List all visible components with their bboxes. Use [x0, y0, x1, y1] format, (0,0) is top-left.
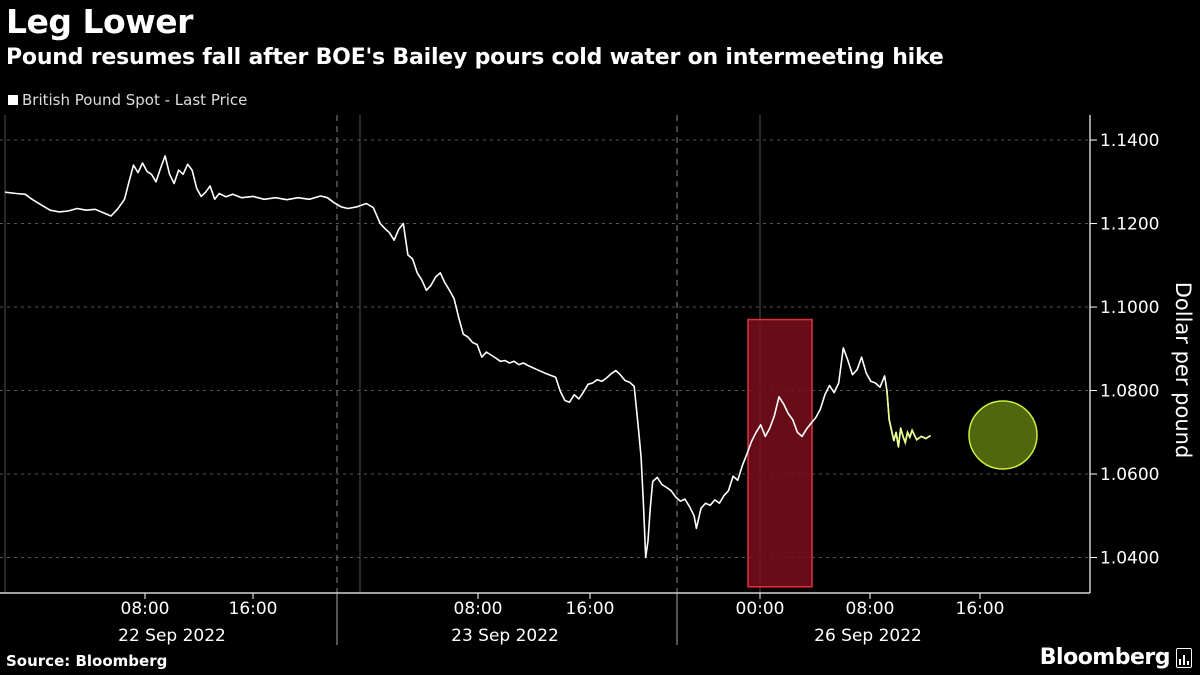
highlight-green-layer [886, 390, 1038, 470]
y-tick-label: 1.0600 [1100, 465, 1159, 485]
x-tick-label: 16:00 [566, 599, 615, 619]
y-tick-label: 1.0800 [1100, 382, 1159, 402]
chart-subtitle: Pound resumes fall after BOE's Bailey po… [6, 45, 944, 70]
highlight-red-layer [747, 318, 813, 588]
legend-swatch [8, 95, 18, 105]
brand-text: Bloomberg [1039, 645, 1171, 670]
y-tick-label: 1.1200 [1100, 215, 1159, 235]
chart-title: Leg Lower [6, 2, 193, 41]
green-highlight-circle [968, 400, 1038, 470]
y-axis-label: Dollar per pound [1171, 282, 1195, 459]
y-tick-label: 1.1000 [1100, 298, 1159, 318]
line-layer [4, 155, 931, 559]
axis-layer: 1.0400 1.0600 1.0800 1.1000 1.1200 1.1400 08:0… [0, 115, 1159, 646]
price-line-tail [886, 390, 931, 448]
source-note: Source: Bloomberg [6, 652, 168, 670]
grid-layer [0, 115, 1090, 593]
x-tick-label: 08:00 [121, 599, 170, 619]
red-highlight-box [747, 318, 813, 588]
bar-chart-icon [1176, 647, 1192, 668]
x-tick-label: 08:00 [846, 599, 895, 619]
bloomberg-logo: Bloomberg [1040, 645, 1192, 670]
legend-label: British Pound Spot - Last Price [22, 91, 248, 109]
price-line [4, 155, 931, 559]
x-date-label: 26 Sep 2022 [814, 626, 922, 646]
x-tick-label: 16:00 [956, 599, 1005, 619]
legend: British Pound Spot - Last Price [8, 91, 247, 109]
y-tick-label: 1.0400 [1100, 549, 1159, 569]
x-tick-label: 16:00 [229, 599, 278, 619]
x-tick-label: 08:00 [454, 599, 503, 619]
x-date-label: 23 Sep 2022 [451, 626, 559, 646]
x-tick-label: 00:00 [736, 599, 785, 619]
x-date-label: 22 Sep 2022 [118, 626, 226, 646]
y-tick-label: 1.1400 [1100, 131, 1159, 151]
